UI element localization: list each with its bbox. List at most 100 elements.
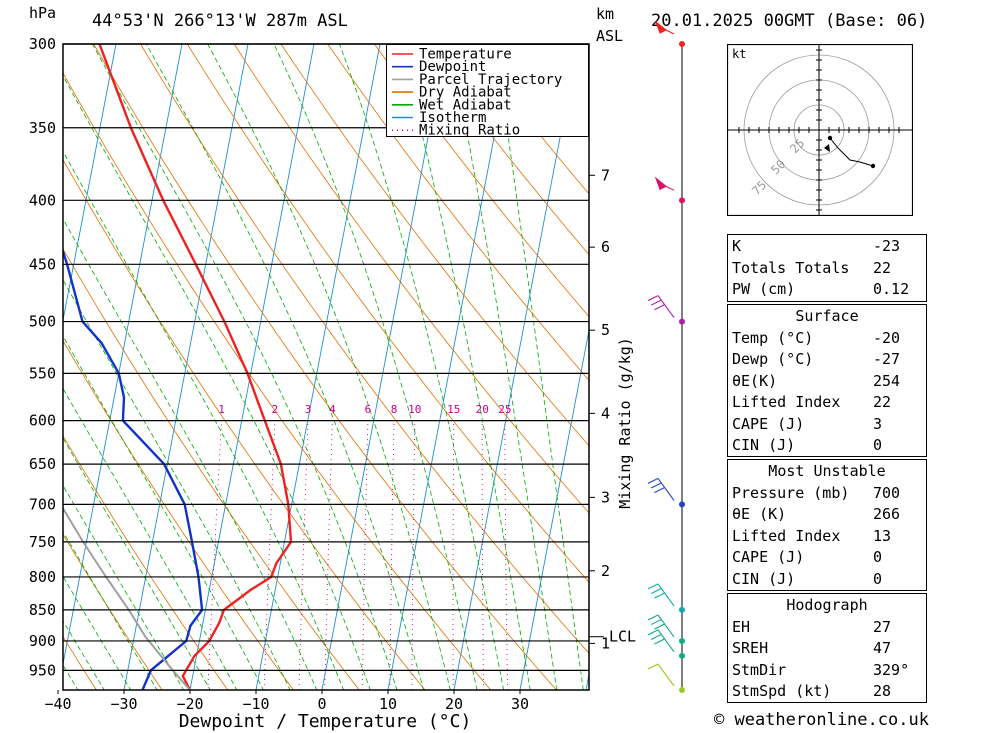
hpa-label: hPa: [29, 4, 57, 22]
mu-label: CIN (J): [732, 569, 796, 588]
dry-adiabat-line: [280, 44, 589, 447]
mu-label: Pressure (mb): [732, 483, 850, 502]
surface-value: -20: [873, 328, 901, 347]
x-tick-label: −20: [176, 695, 203, 713]
mixing-ratio-line: [481, 420, 484, 690]
dry-adiabat-line: [327, 44, 589, 381]
mixing-ratio-line: [207, 420, 223, 690]
mixing-ratio-tick-label: 20: [476, 403, 489, 416]
index-value: 0.12: [873, 280, 910, 298]
isotherm-line: [255, 44, 381, 690]
index-label: Totals Totals: [732, 258, 850, 277]
surface-title: Surface: [795, 307, 859, 325]
plot-frame: [62, 43, 590, 691]
pressure-tick-label: 850: [29, 601, 56, 619]
location-title: 44°53'N 266°13'W 287m ASL: [92, 11, 348, 31]
mixing-ratio-tick-label: 15: [447, 403, 460, 416]
x-tick-label: 20: [445, 695, 463, 713]
index-value: 22: [873, 258, 892, 277]
isotherm-line: [387, 44, 513, 690]
pressure-tick-label: 650: [29, 455, 56, 473]
wind-barb-feather: [650, 299, 662, 306]
hodograph-trace: [829, 137, 874, 167]
km-tick-label: 4: [601, 404, 610, 422]
wind-barb-staff: [665, 29, 675, 35]
surface-label: Dewp (°C): [732, 350, 814, 368]
x-tick-label: 30: [511, 695, 529, 713]
pressure-tick-label: 700: [29, 495, 56, 513]
mixing-ratio-line: [389, 420, 395, 690]
isotherm-line: [519, 328, 589, 690]
legend-entry-label: Parcel Trajectory: [419, 72, 562, 88]
wind-barb-feather: [647, 663, 659, 670]
pressure-tick-label: 450: [29, 255, 56, 273]
hodo-label: StmDir: [732, 660, 787, 679]
asl-label: ASL: [596, 27, 624, 45]
hodograph-point: [870, 163, 876, 169]
series-parcel-trajectory: [63, 506, 191, 690]
surface-value: 22: [873, 393, 892, 411]
km-tick-label: 2: [601, 562, 610, 580]
wind-barb-staff: [657, 478, 675, 501]
wind-barb-staff: [657, 663, 675, 687]
km-tick-label: 3: [601, 488, 610, 506]
dry-adiabat-line: [186, 44, 589, 583]
mixing-ratio-axis-label: Mixing Ratio (g/kg): [616, 337, 634, 509]
mu-value: 0: [873, 548, 883, 566]
index-label: K: [732, 237, 742, 255]
index-label: PW (cm): [732, 280, 796, 298]
hodo-value: 47: [873, 639, 892, 657]
wind-level-dot: [679, 687, 685, 693]
series-temperature: [98, 44, 293, 690]
mixing-ratio-line: [263, 420, 276, 690]
wind-barb-feather: [650, 633, 662, 640]
wind-level-dot: [679, 652, 685, 659]
km-tick-label: 5: [601, 321, 610, 339]
mixing-ratio-line: [452, 420, 455, 690]
dry-adiabat-line: [0, 44, 31, 690]
wind-barb: [647, 477, 675, 501]
legend-entry-label: Mixing Ratio: [419, 123, 520, 136]
pressure-tick-label: 300: [29, 35, 56, 53]
x-tick-label: −10: [242, 695, 269, 713]
x-tick-label: 10: [379, 695, 397, 713]
dry-adiabat-line: [140, 44, 589, 654]
index-value: -23: [873, 237, 901, 255]
dry-adiabat-line: [420, 44, 589, 256]
isotherm-line: [189, 44, 315, 690]
hodograph-point: [827, 135, 833, 141]
wind-barb-staff: [665, 185, 675, 191]
wind-barb-feather: [647, 477, 659, 484]
mixing-ratio-tick-label: 8: [391, 403, 398, 416]
mu-label: Lifted Index: [732, 526, 841, 545]
copyright-link[interactable]: © weatheronline.co.uk: [714, 710, 929, 730]
dry-adiabat-line: [63, 72, 492, 690]
wind-barb-feather: [647, 583, 659, 590]
mu-value: 700: [873, 483, 901, 502]
hodo-value: 329°: [873, 660, 910, 679]
hodograph-title: Hodograph: [786, 596, 868, 614]
pressure-tick-label: 350: [29, 119, 56, 137]
wind-barb-staff: [657, 583, 675, 607]
dry-adiabat-line: [63, 158, 426, 690]
wind-barb-feather: [647, 614, 659, 621]
mu-value: 0: [873, 569, 883, 588]
hodo-label: StmSpd (kt): [732, 682, 832, 700]
dry-adiabat-line: [374, 44, 589, 318]
km-label: km: [596, 5, 615, 23]
surface-label: Lifted Index: [732, 393, 841, 411]
wind-level-dot: [679, 637, 685, 644]
isotherm-line: [453, 44, 579, 690]
wind-level-dot: [679, 318, 685, 325]
x-tick-label: −40: [44, 695, 71, 713]
wet-adiabat-line: [339, 44, 505, 690]
wind-barb-feather: [654, 304, 665, 311]
mixing-ratio-tick-label: 2: [272, 403, 279, 416]
wind-barb-pennant: [654, 20, 668, 34]
mixing-ratio-tick-label: 10: [408, 403, 421, 416]
wind-barb-feather: [654, 487, 665, 494]
wet-adiabat-line: [63, 74, 371, 690]
wet-adiabat-line: [145, 44, 425, 690]
surface-table: Surface Temp (°C) -20 Dewp (°C) -27 θE(K) 2…: [727, 304, 927, 457]
wind-barb: [654, 176, 675, 191]
